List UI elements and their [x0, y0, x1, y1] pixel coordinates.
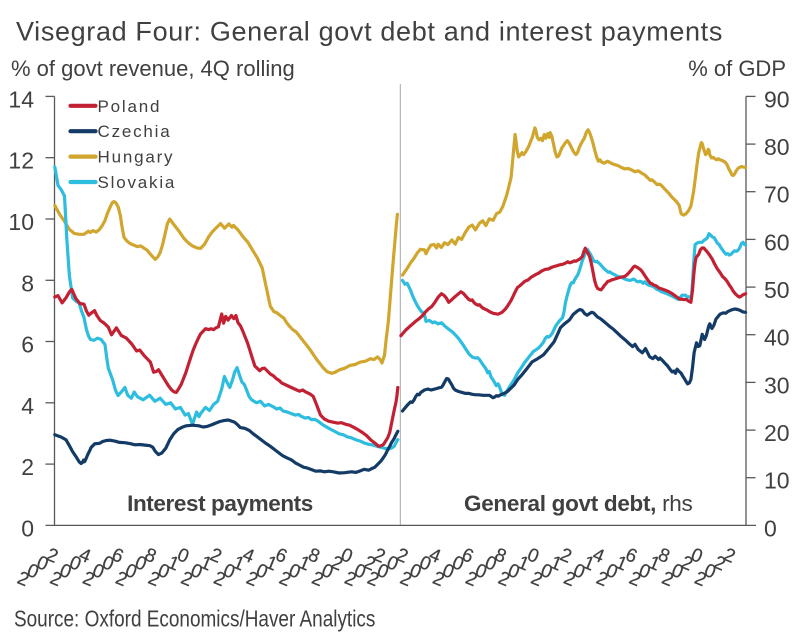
svg-text:14: 14 [8, 86, 34, 112]
svg-text:Visegrad Four: General govt de: Visegrad Four: General govt debt and int… [16, 17, 723, 47]
svg-text:% of GDP: % of GDP [688, 56, 786, 81]
svg-text:40: 40 [764, 325, 790, 351]
svg-text:Poland: Poland [98, 97, 162, 116]
svg-text:% of govt revenue, 4Q rolling: % of govt revenue, 4Q rolling [11, 56, 295, 81]
svg-text:10: 10 [8, 209, 34, 235]
svg-text:80: 80 [764, 134, 790, 160]
svg-text:Source: Oxford Economics/Haver: Source: Oxford Economics/Haver Analytics [14, 606, 375, 632]
svg-text:90: 90 [764, 86, 790, 112]
svg-text:4: 4 [21, 393, 34, 419]
svg-text:0: 0 [764, 515, 777, 541]
svg-text:Hungary: Hungary [98, 148, 175, 167]
svg-text:2: 2 [21, 454, 34, 480]
svg-text:10: 10 [764, 468, 790, 494]
svg-text:8: 8 [21, 270, 34, 296]
svg-text:6: 6 [21, 332, 34, 358]
svg-text:60: 60 [764, 229, 790, 255]
svg-text:30: 30 [764, 372, 790, 398]
svg-text:70: 70 [764, 182, 790, 208]
svg-text:Interest payments: Interest payments [127, 491, 313, 516]
svg-text:20: 20 [764, 420, 790, 446]
svg-text:0: 0 [21, 515, 34, 541]
svg-text:50: 50 [764, 277, 790, 303]
svg-text:12: 12 [8, 148, 34, 174]
svg-text:Czechia: Czechia [98, 122, 172, 141]
svg-text:General govt debt, rhs: General govt debt, rhs [464, 491, 692, 516]
svg-text:Slovakia: Slovakia [98, 173, 177, 192]
